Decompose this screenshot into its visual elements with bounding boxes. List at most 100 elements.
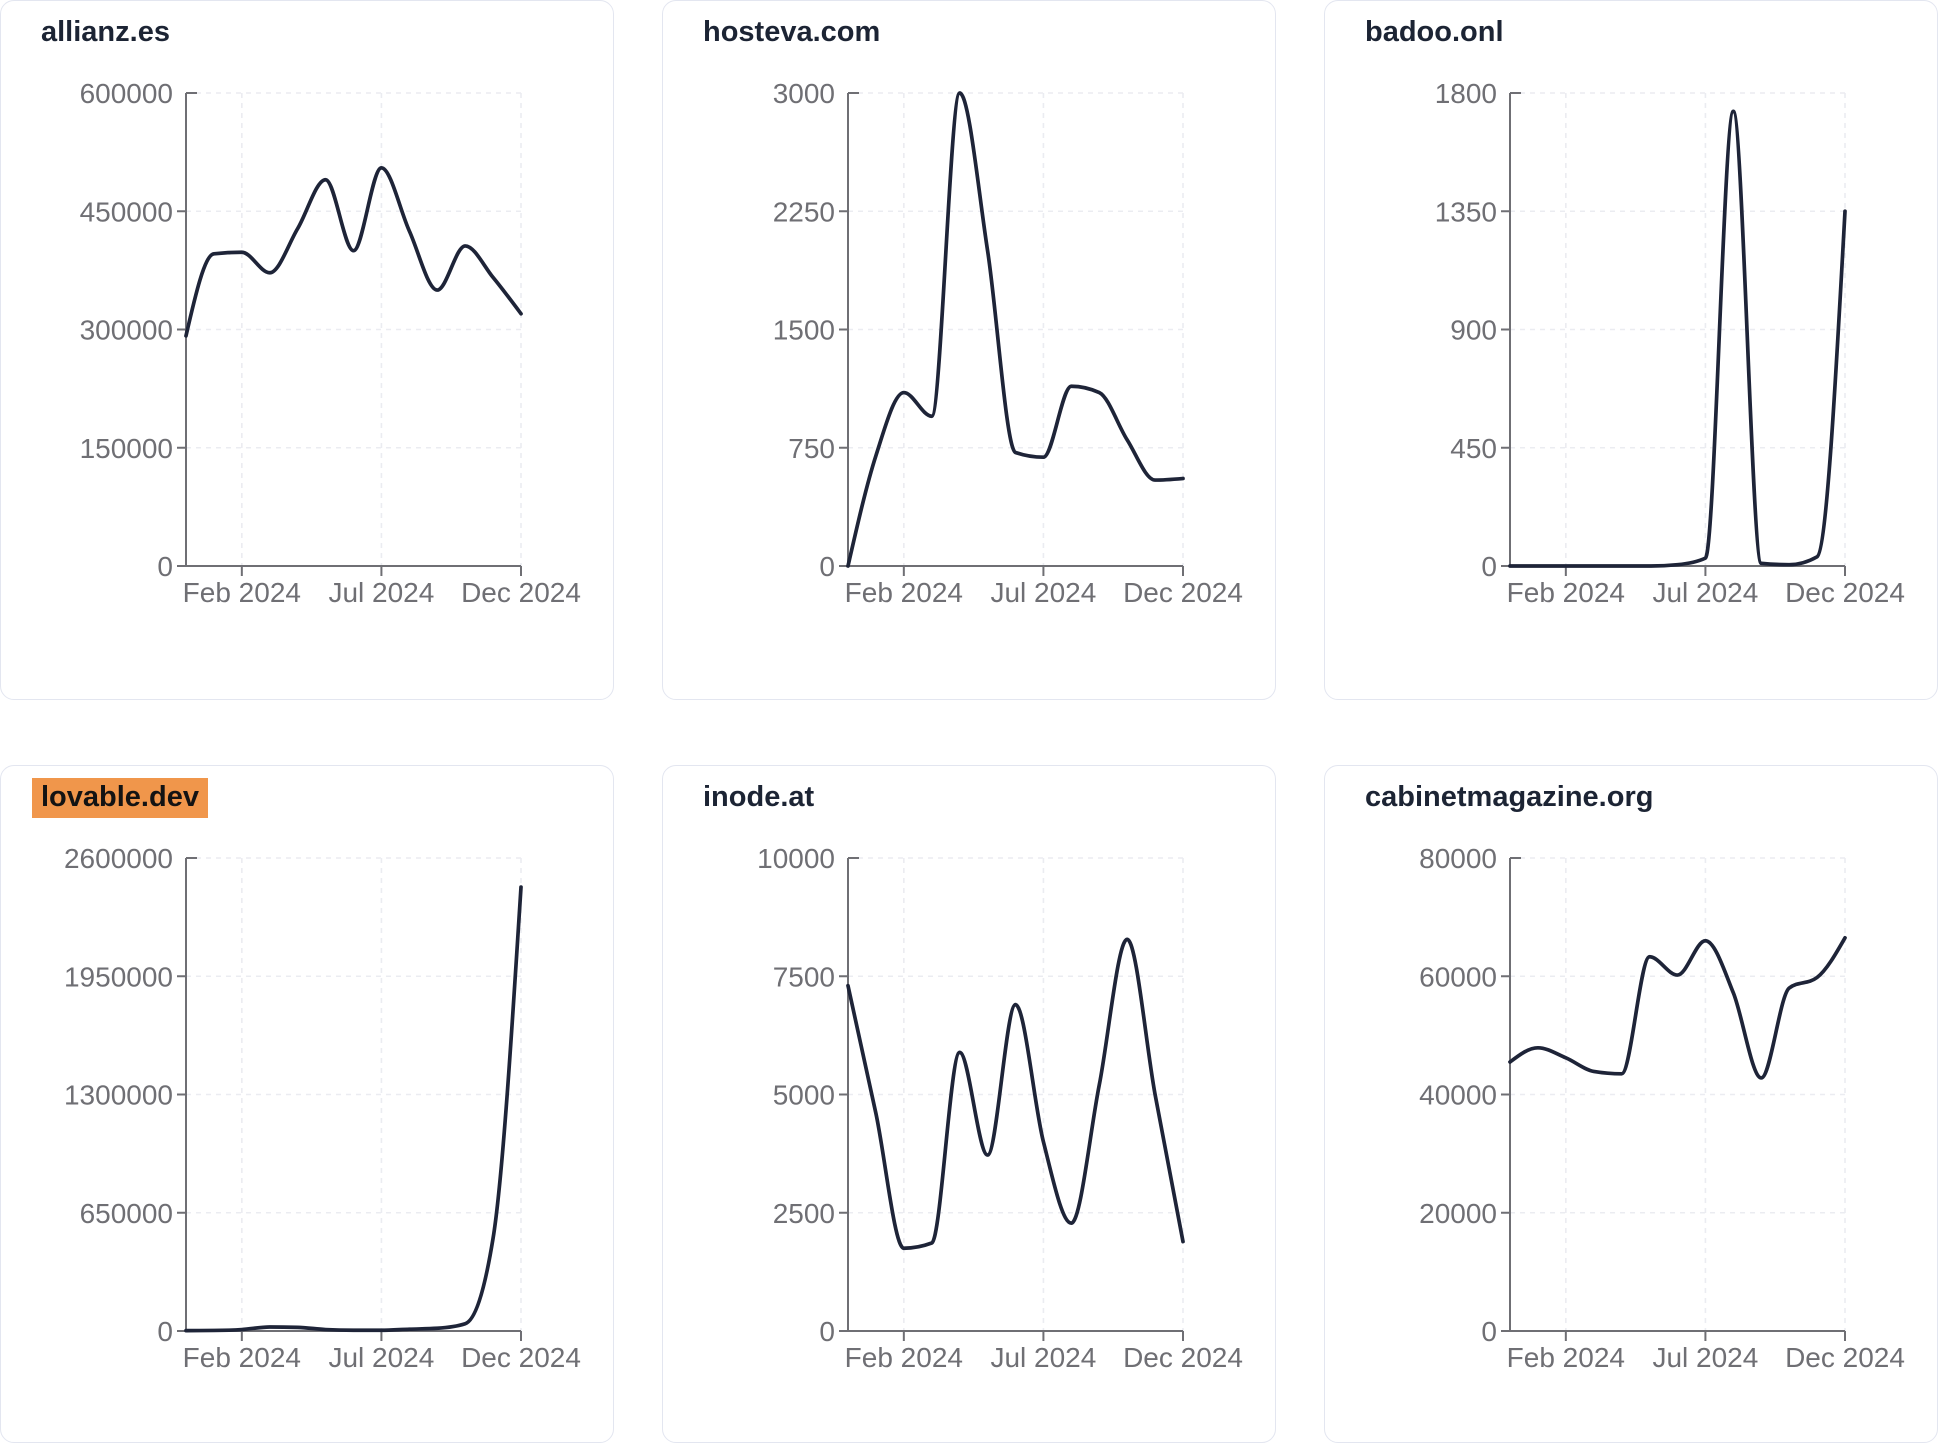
y-tick-label: 60000 bbox=[1419, 961, 1497, 992]
series-line bbox=[184, 166, 523, 338]
y-tick-label: 20000 bbox=[1419, 1198, 1497, 1229]
x-tick-label: Dec 2024 bbox=[1785, 577, 1905, 608]
chart-card-lovable-dev: lovable.dev 0 650000 1300000 1950000 2600000… bbox=[0, 765, 614, 1443]
gridlines bbox=[848, 857, 1184, 1331]
series-line bbox=[184, 885, 523, 1333]
chart-card-allianz-es: allianz.es 0 150000 300000 450000 600000 Feb … bbox=[0, 0, 614, 700]
x-tick-label: Dec 2024 bbox=[1123, 577, 1243, 608]
axes bbox=[839, 857, 1184, 1341]
line-chart: 0 150000 300000 450000 600000 Feb 2024 Jul 202… bbox=[80, 78, 581, 608]
line-chart: 0 450 900 1350 1800 Feb 2024 Jul 2024 Dec 2024 bbox=[1435, 78, 1905, 608]
y-axis-labels: 0 20000 40000 60000 80000 bbox=[1419, 843, 1497, 1347]
gridlines bbox=[1510, 857, 1846, 1331]
y-tick-label: 750 bbox=[788, 433, 835, 464]
y-tick-label: 2600000 bbox=[64, 843, 173, 874]
y-tick-label: 600000 bbox=[80, 78, 173, 109]
axes bbox=[1501, 92, 1846, 576]
chart-title: allianz.es bbox=[41, 15, 170, 50]
x-tick-label: Jul 2024 bbox=[1652, 577, 1758, 608]
line-chart: 0 650000 1300000 1950000 2600000 Feb 2024 Jul … bbox=[64, 843, 581, 1373]
y-tick-label: 10000 bbox=[757, 843, 835, 874]
x-tick-label: Jul 2024 bbox=[1652, 1342, 1758, 1373]
x-tick-label: Jul 2024 bbox=[328, 577, 434, 608]
y-tick-label: 450 bbox=[1450, 433, 1497, 464]
axes bbox=[1501, 857, 1846, 1341]
series-line bbox=[846, 937, 1185, 1251]
y-tick-label: 300000 bbox=[80, 315, 173, 346]
chart-card-inode-at: inode.at 0 2500 5000 7500 10000 Feb 2024 Jul 2… bbox=[662, 765, 1276, 1443]
gridlines bbox=[186, 92, 522, 566]
chart-title-text: lovable.dev bbox=[32, 778, 208, 818]
x-tick-label: Feb 2024 bbox=[1507, 1342, 1625, 1373]
y-tick-label: 1500 bbox=[773, 315, 835, 346]
chart-title-text: inode.at bbox=[703, 781, 815, 813]
y-axis-labels: 0 450 900 1350 1800 bbox=[1435, 78, 1497, 582]
y-tick-label: 2250 bbox=[773, 196, 835, 227]
chart-card-badoo-onl: badoo.onl 0 450 900 1350 1800 Feb 2024 Jul 202… bbox=[1324, 0, 1938, 700]
y-tick-label: 40000 bbox=[1419, 1080, 1497, 1111]
series-line bbox=[1508, 109, 1847, 568]
chart-title: hosteva.com bbox=[703, 15, 880, 50]
y-tick-label: 5000 bbox=[773, 1080, 835, 1111]
gridlines bbox=[1510, 92, 1846, 566]
x-axis-labels: Feb 2024 Jul 2024 Dec 2024 bbox=[183, 1342, 581, 1373]
line-chart: 0 2500 5000 7500 10000 Feb 2024 Jul 2024 Dec 20… bbox=[757, 843, 1243, 1373]
x-axis-labels: Feb 2024 Jul 2024 Dec 2024 bbox=[845, 1342, 1243, 1373]
y-tick-label: 1350 bbox=[1435, 196, 1497, 227]
y-tick-label: 1300000 bbox=[64, 1080, 173, 1111]
chart-title-text: hosteva.com bbox=[703, 16, 881, 48]
x-tick-label: Feb 2024 bbox=[183, 1342, 301, 1373]
line-chart: 0 20000 40000 60000 80000 Feb 2024 Jul 2024 Dec… bbox=[1419, 843, 1905, 1373]
chart-title-text: badoo.onl bbox=[1365, 16, 1504, 48]
y-tick-label: 900 bbox=[1450, 315, 1497, 346]
axes bbox=[839, 92, 1184, 576]
x-axis-labels: Feb 2024 Jul 2024 Dec 2024 bbox=[1507, 577, 1905, 608]
x-axis-labels: Feb 2024 Jul 2024 Dec 2024 bbox=[845, 577, 1243, 608]
x-tick-label: Jul 2024 bbox=[990, 1342, 1096, 1373]
x-tick-label: Jul 2024 bbox=[990, 577, 1096, 608]
chart-title: lovable.dev bbox=[32, 778, 208, 818]
chart-card-cabinetmagazine-org: cabinetmagazine.org 0 20000 40000 60000 8000… bbox=[1324, 765, 1938, 1443]
gridlines bbox=[848, 92, 1184, 566]
line-chart: 0 750 1500 2250 3000 Feb 2024 Jul 2024 Dec 2024 bbox=[773, 78, 1243, 608]
series-line bbox=[846, 91, 1185, 568]
y-tick-label: 1950000 bbox=[64, 961, 173, 992]
y-tick-label: 0 bbox=[157, 1316, 173, 1347]
y-tick-label: 450000 bbox=[80, 196, 173, 227]
x-tick-label: Dec 2024 bbox=[461, 1342, 581, 1373]
y-tick-label: 7500 bbox=[773, 961, 835, 992]
x-axis-labels: Feb 2024 Jul 2024 Dec 2024 bbox=[1507, 1342, 1905, 1373]
y-axis-labels: 0 650000 1300000 1950000 2600000 bbox=[64, 843, 173, 1347]
y-tick-label: 3000 bbox=[773, 78, 835, 109]
y-tick-label: 2500 bbox=[773, 1198, 835, 1229]
y-tick-label: 80000 bbox=[1419, 843, 1497, 874]
y-tick-label: 0 bbox=[157, 551, 173, 582]
gridlines bbox=[186, 857, 522, 1331]
chart-title: inode.at bbox=[703, 780, 814, 815]
y-tick-label: 150000 bbox=[80, 433, 173, 464]
x-tick-label: Dec 2024 bbox=[1123, 1342, 1243, 1373]
y-tick-label: 650000 bbox=[80, 1198, 173, 1229]
chart-title: badoo.onl bbox=[1365, 15, 1504, 50]
axes bbox=[177, 92, 522, 576]
y-tick-label: 0 bbox=[819, 551, 835, 582]
x-tick-label: Dec 2024 bbox=[1785, 1342, 1905, 1373]
chart-title: cabinetmagazine.org bbox=[1365, 780, 1653, 815]
y-tick-label: 0 bbox=[819, 1316, 835, 1347]
x-tick-label: Feb 2024 bbox=[845, 1342, 963, 1373]
chart-title-text: cabinetmagazine.org bbox=[1365, 781, 1654, 813]
y-axis-labels: 0 2500 5000 7500 10000 bbox=[757, 843, 835, 1347]
y-axis-labels: 0 750 1500 2250 3000 bbox=[773, 78, 835, 582]
chart-card-hosteva-com: hosteva.com 0 750 1500 2250 3000 Feb 2024 Jul … bbox=[662, 0, 1276, 700]
chart-title-text: allianz.es bbox=[41, 16, 170, 48]
x-tick-label: Jul 2024 bbox=[328, 1342, 434, 1373]
series-line bbox=[1508, 935, 1847, 1080]
y-tick-label: 0 bbox=[1481, 1316, 1497, 1347]
axes bbox=[177, 857, 522, 1341]
x-tick-label: Feb 2024 bbox=[1507, 577, 1625, 608]
x-tick-label: Dec 2024 bbox=[461, 577, 581, 608]
x-axis-labels: Feb 2024 Jul 2024 Dec 2024 bbox=[183, 577, 581, 608]
y-tick-label: 1800 bbox=[1435, 78, 1497, 109]
x-tick-label: Feb 2024 bbox=[845, 577, 963, 608]
